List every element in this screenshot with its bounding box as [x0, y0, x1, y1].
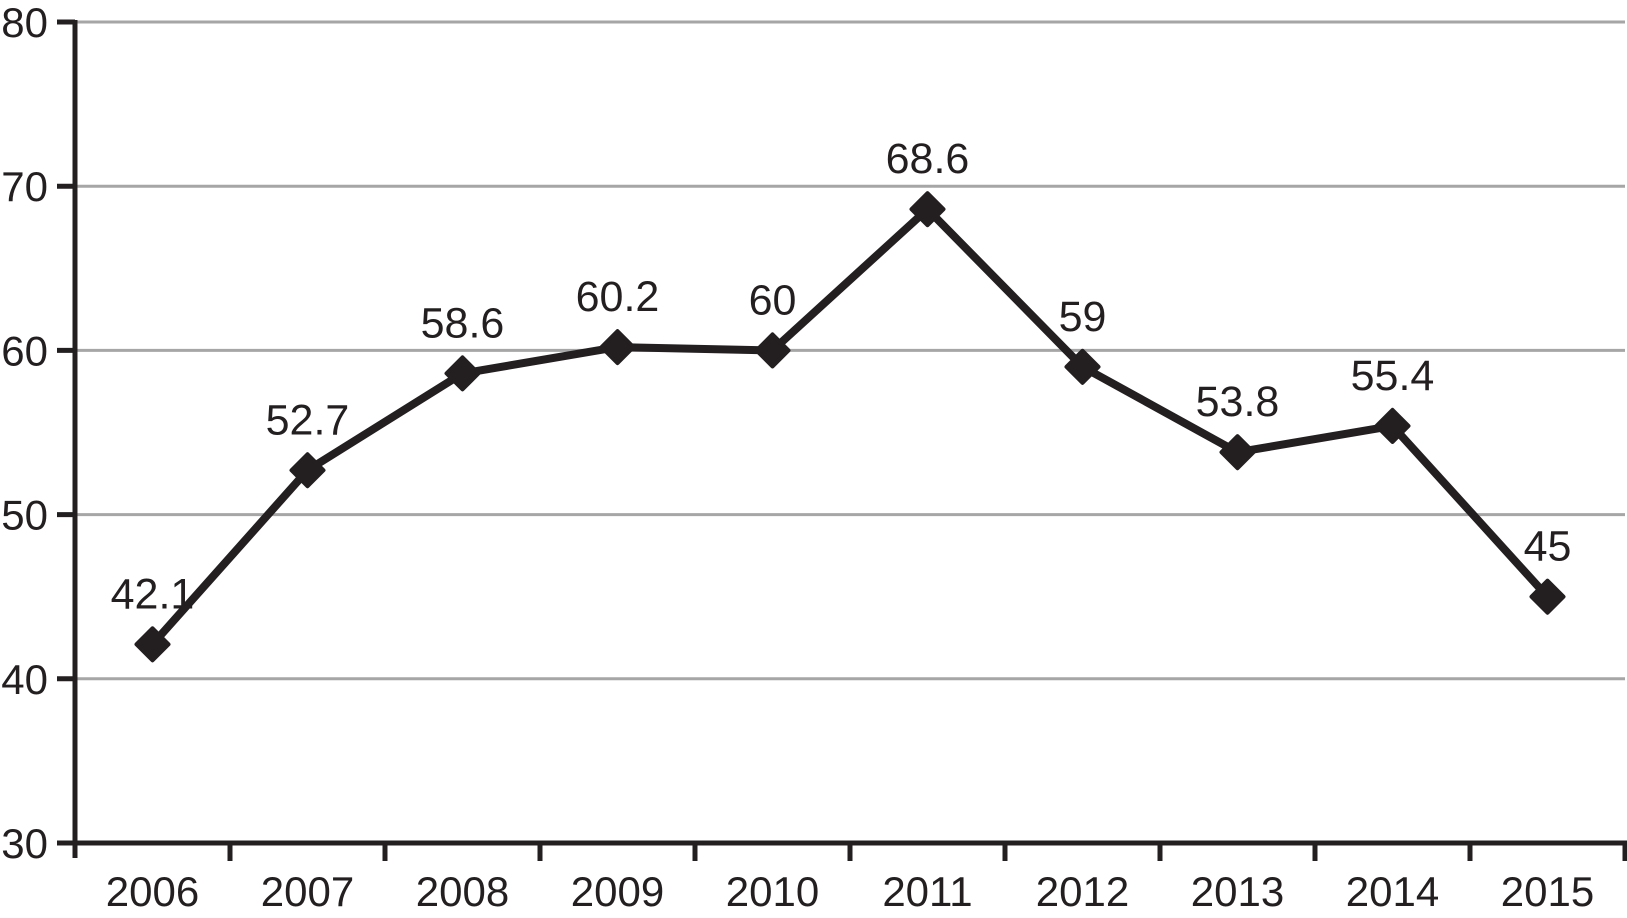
data-point-label-2012: 59: [1059, 293, 1107, 341]
data-point-marker-2009: [599, 329, 636, 366]
y-axis-label-40: 40: [1, 656, 48, 703]
data-point-label-2015: 45: [1524, 523, 1572, 571]
x-axis-label-2012: 2012: [1036, 868, 1129, 915]
y-axis-label-60: 60: [1, 327, 48, 374]
x-axis-label-2013: 2013: [1191, 868, 1284, 915]
y-axis-label-50: 50: [1, 492, 48, 539]
data-point-marker-2006: [134, 626, 171, 663]
data-point-label-2011: 68.6: [886, 135, 970, 183]
data-point-label-2006: 42.1: [111, 570, 195, 618]
data-point-marker-2010: [754, 332, 791, 369]
series-line: [148, 205, 1552, 649]
data-point-marker-2012: [1064, 348, 1101, 385]
data-point-label-2007: 52.7: [266, 396, 350, 444]
data-point-label-2013: 53.8: [1196, 378, 1280, 426]
x-axis-label-2009: 2009: [571, 868, 664, 915]
data-point-label-2014: 55.4: [1351, 352, 1435, 400]
data-point-label-2009: 60.2: [576, 273, 660, 321]
data-point-marker-2014: [1374, 407, 1411, 444]
data-point-label-2010: 60: [749, 276, 797, 324]
x-axis-label-2006: 2006: [106, 868, 199, 915]
y-axis-label-70: 70: [1, 163, 48, 210]
data-point-marker-2013: [1219, 434, 1256, 471]
data-point-marker-2011: [909, 191, 946, 228]
data-point-marker-2007: [289, 452, 326, 489]
x-axis-label-2007: 2007: [261, 868, 354, 915]
data-point-marker-2015: [1529, 578, 1566, 615]
x-axis-label-2008: 2008: [416, 868, 509, 915]
x-axis-label-2011: 2011: [882, 868, 972, 915]
y-axis-label-80: 80: [1, 0, 48, 46]
x-axis-label-2010: 2010: [726, 868, 819, 915]
x-axis-label-2014: 2014: [1346, 868, 1439, 915]
data-point-label-2008: 58.6: [421, 299, 505, 347]
x-axis-label-2015: 2015: [1501, 868, 1594, 915]
data-point-marker-2008: [444, 355, 481, 392]
y-axis-label-30: 30: [1, 820, 48, 867]
